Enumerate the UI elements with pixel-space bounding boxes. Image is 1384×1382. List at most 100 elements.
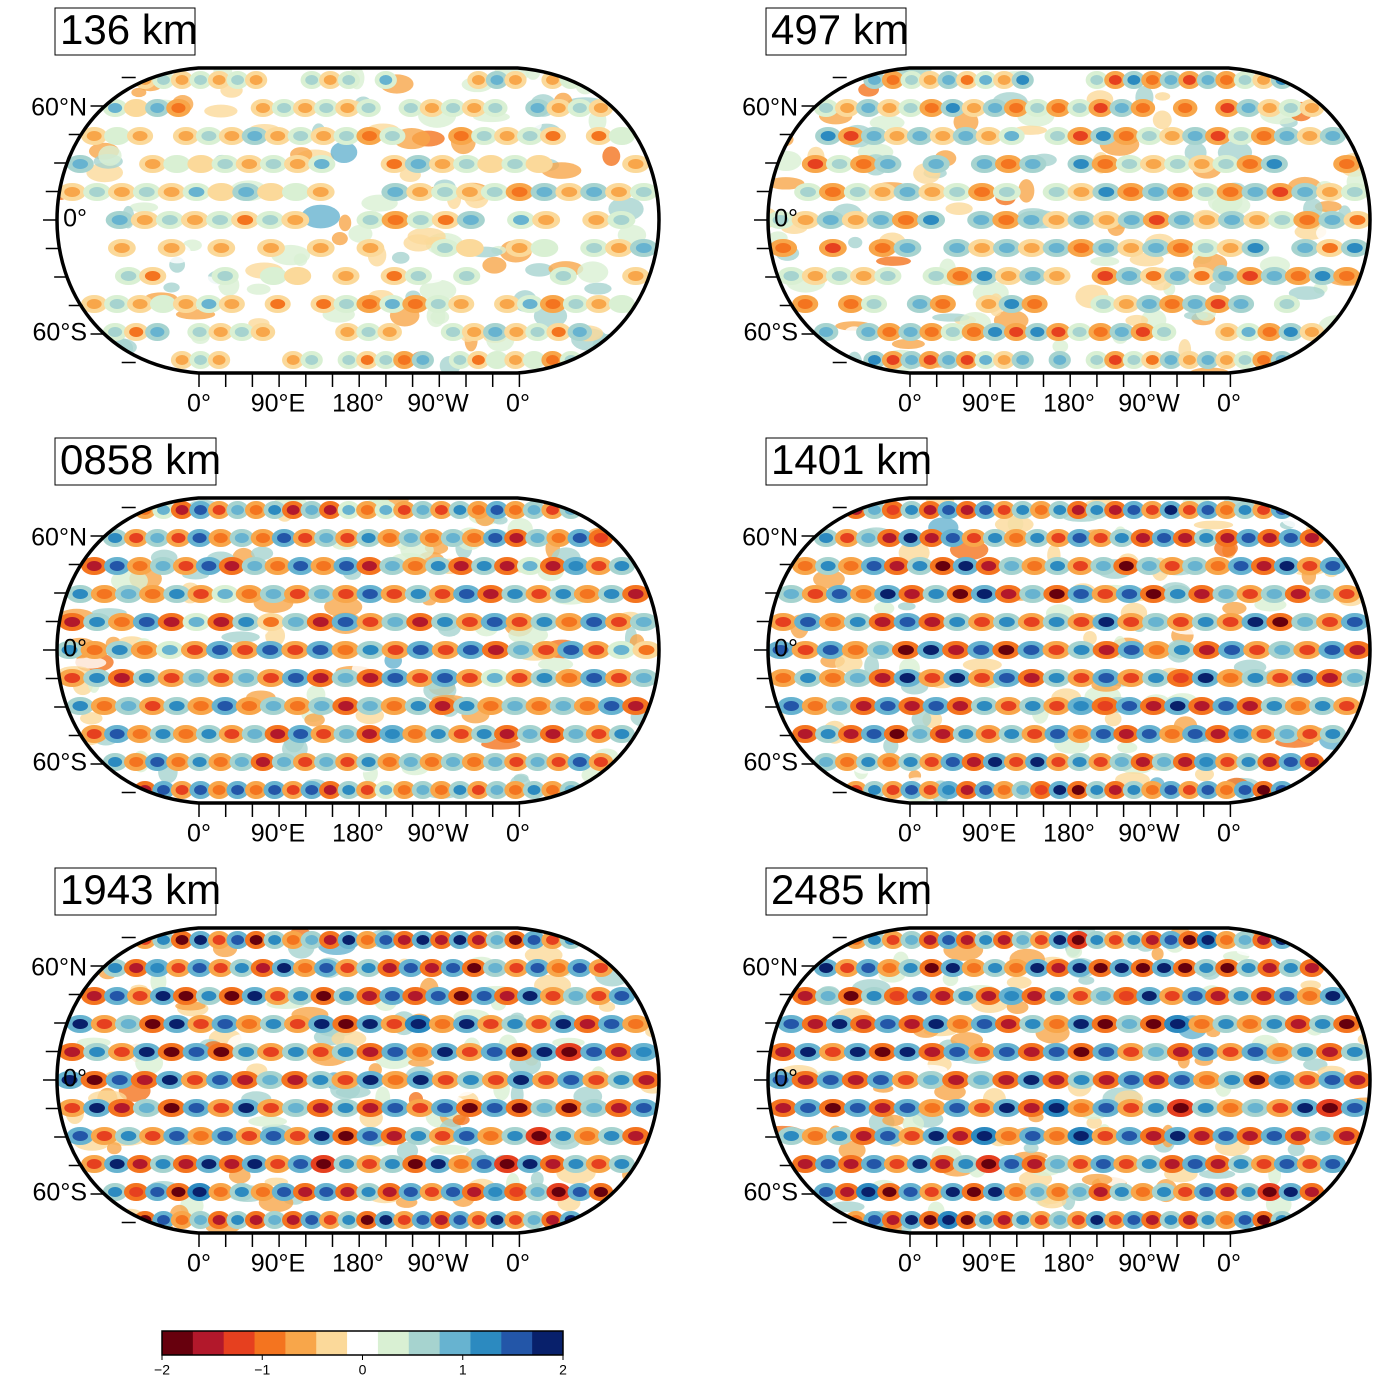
check-core (256, 963, 270, 973)
check-core (887, 935, 900, 945)
check-core (840, 533, 854, 543)
check-core (1249, 645, 1265, 655)
check-core (538, 645, 554, 655)
check-core (1123, 187, 1139, 197)
noise-blob (1312, 940, 1336, 956)
check-core (305, 355, 318, 365)
check-core (438, 1075, 454, 1085)
check-core (1322, 243, 1338, 253)
check-core (1157, 963, 1171, 973)
check-core (201, 1159, 216, 1169)
check-core (528, 935, 541, 945)
check-core (1115, 103, 1129, 113)
check-core (385, 1159, 400, 1169)
check-core (176, 935, 189, 945)
check-core (362, 991, 377, 1001)
check-core (614, 131, 629, 141)
check-core (1256, 991, 1271, 1001)
check-core (832, 1131, 848, 1141)
check-core (961, 1215, 974, 1225)
check-core (112, 1075, 128, 1085)
check-core (923, 645, 939, 655)
check-core (305, 785, 318, 795)
check-core (487, 1047, 503, 1057)
check-core (530, 963, 544, 973)
check-core (531, 1019, 547, 1029)
check-core (1072, 1215, 1085, 1225)
check-core (611, 187, 627, 197)
check-core (1094, 327, 1108, 337)
check-core (1279, 561, 1294, 571)
check-core (189, 1103, 205, 1113)
check-core (1274, 215, 1290, 225)
check-core (588, 1075, 604, 1085)
check-core (1049, 1019, 1065, 1029)
colorbar-swatch (532, 1331, 563, 1355)
check-core (386, 589, 402, 599)
check-core (1247, 243, 1263, 253)
check-core (213, 673, 229, 683)
check-core (998, 785, 1011, 795)
check-core (277, 103, 291, 113)
check-core (383, 963, 397, 973)
check-core (338, 589, 354, 599)
check-core (488, 533, 502, 543)
check-core (178, 991, 193, 1001)
noise-blob (769, 797, 800, 808)
check-core (924, 785, 937, 795)
check-core (217, 589, 233, 599)
check-core (611, 617, 627, 627)
check-core (604, 1019, 620, 1029)
check-core (238, 1103, 254, 1113)
check-core (798, 215, 814, 225)
check-core (1263, 963, 1277, 973)
lon-label: 0° (506, 1250, 530, 1278)
check-core (139, 617, 155, 627)
check-core (1322, 1103, 1338, 1113)
check-core (981, 991, 996, 1001)
check-core (431, 991, 446, 1001)
check-core (97, 701, 113, 711)
colorbar-swatch (378, 1331, 409, 1355)
check-core (454, 561, 469, 571)
check-core (999, 617, 1015, 627)
lon-label: 0° (1217, 390, 1241, 418)
check-core (287, 1075, 303, 1085)
check-core (313, 617, 329, 627)
check-core (416, 1215, 429, 1225)
check-core (1165, 1159, 1180, 1169)
check-core (338, 701, 354, 711)
panel-title: 2485 km (771, 866, 932, 913)
check-core (379, 785, 392, 795)
check-core (171, 1187, 185, 1197)
check-core (946, 963, 960, 973)
check-core (1199, 1187, 1213, 1197)
check-core (412, 187, 428, 197)
check-core (408, 561, 423, 571)
check-core (783, 1019, 799, 1029)
check-core (924, 1103, 940, 1113)
check-core (775, 243, 791, 253)
check-core (488, 963, 502, 973)
check-core (467, 963, 481, 973)
check-core (287, 785, 300, 795)
check-core (1256, 729, 1271, 739)
check-core (435, 935, 448, 945)
check-core (1170, 701, 1186, 711)
check-core (1123, 617, 1139, 627)
check-core (1136, 327, 1150, 337)
check-core (150, 963, 164, 973)
check-core (1073, 561, 1088, 571)
check-core (800, 1103, 816, 1113)
check-core (819, 1187, 833, 1197)
check-core (873, 645, 889, 655)
check-core (1119, 1159, 1134, 1169)
lon-label: 90°W (1118, 390, 1180, 418)
check-core (1211, 561, 1226, 571)
check-core (500, 561, 515, 571)
check-core (462, 617, 478, 627)
panel-title: 136 km (60, 6, 198, 53)
check-core (512, 1103, 528, 1113)
check-core (568, 729, 583, 739)
check-core (411, 1019, 427, 1029)
